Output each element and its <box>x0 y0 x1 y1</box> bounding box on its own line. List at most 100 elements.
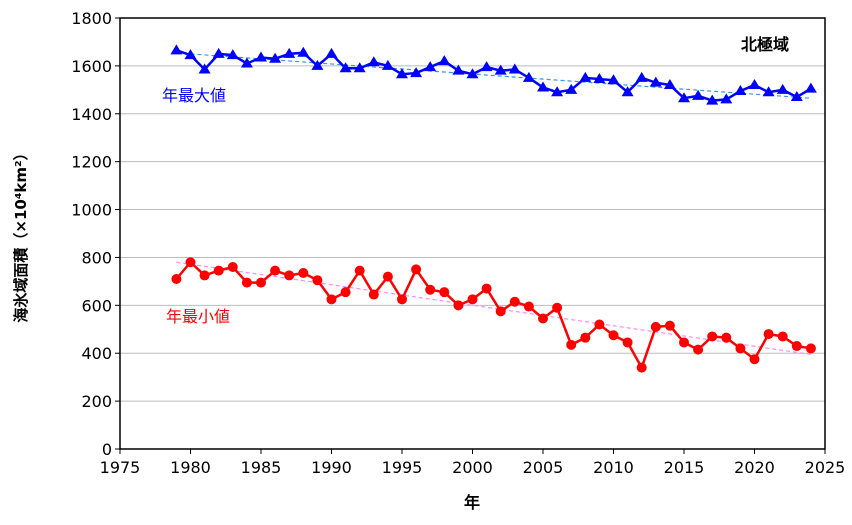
data-point <box>693 344 704 355</box>
x-tick-label: 1990 <box>311 458 352 477</box>
y-tick-label: 0 <box>102 440 112 459</box>
x-tick-label: 2020 <box>734 458 775 477</box>
data-point <box>438 55 451 66</box>
data-point <box>579 71 592 82</box>
data-point <box>649 76 662 87</box>
data-point <box>537 81 549 92</box>
data-point <box>326 294 337 305</box>
y-tick-label: 600 <box>81 296 112 315</box>
legend-min-label: 年最小値 <box>166 307 230 326</box>
data-point <box>381 59 394 70</box>
y-tick-label: 1000 <box>71 201 112 220</box>
data-point <box>522 71 535 82</box>
data-point <box>804 82 817 93</box>
data-point <box>734 85 747 96</box>
data-point <box>749 354 760 365</box>
data-point <box>256 277 266 288</box>
data-point <box>453 300 464 311</box>
data-point <box>678 92 690 103</box>
data-point <box>551 86 564 97</box>
data-point <box>425 284 436 295</box>
data-point <box>325 47 338 58</box>
data-point <box>664 320 675 331</box>
data-point <box>635 71 648 82</box>
data-point <box>199 270 210 281</box>
data-point <box>650 321 661 332</box>
data-point <box>762 86 775 97</box>
data-point <box>508 63 521 74</box>
y-tick-label: 1400 <box>71 105 112 124</box>
data-point <box>790 91 803 102</box>
y-tick-label: 1800 <box>71 9 112 28</box>
data-point <box>212 47 225 58</box>
data-point <box>171 273 182 284</box>
data-point <box>494 64 507 75</box>
data-point <box>480 61 493 72</box>
data-point <box>339 62 352 73</box>
data-point <box>791 341 802 352</box>
data-point <box>495 306 506 317</box>
data-point <box>241 277 252 288</box>
plot-frame <box>119 17 826 450</box>
data-point <box>663 79 676 90</box>
data-point <box>776 83 789 94</box>
data-point <box>466 68 479 79</box>
data-point <box>424 61 437 72</box>
data-point <box>227 262 238 273</box>
series-line <box>175 49 812 102</box>
data-point <box>679 337 689 348</box>
data-point <box>777 331 788 342</box>
data-point <box>340 287 351 298</box>
data-point <box>805 343 816 354</box>
data-point <box>283 47 296 58</box>
data-point <box>240 57 253 68</box>
data-point <box>566 339 577 350</box>
data-point <box>368 289 379 300</box>
y-axis-label: 海氷域面積（×10⁴km²） <box>12 145 30 322</box>
data-point <box>269 52 282 63</box>
y-tick-label: 800 <box>81 248 112 267</box>
data-point <box>621 86 634 97</box>
data-point <box>213 265 224 276</box>
data-point <box>439 287 450 298</box>
data-point <box>270 265 281 276</box>
data-point <box>311 59 324 70</box>
data-point <box>298 268 309 279</box>
data-point <box>636 362 647 373</box>
y-tick-label: 1200 <box>71 153 112 172</box>
data-point <box>467 294 478 305</box>
x-tick-label: 1995 <box>382 458 423 477</box>
data-point <box>608 330 619 341</box>
data-point <box>198 63 211 74</box>
data-point <box>593 73 606 84</box>
series-line <box>175 260 812 371</box>
data-point <box>523 301 534 312</box>
trend-line <box>176 261 811 356</box>
data-point <box>411 264 422 275</box>
data-point <box>297 46 310 57</box>
x-tick-label: 2000 <box>452 458 493 477</box>
series <box>170 44 817 373</box>
data-point <box>170 44 183 55</box>
data-point <box>607 74 620 85</box>
trend-lines <box>176 53 811 356</box>
data-point <box>707 331 718 342</box>
data-point <box>354 265 365 276</box>
chart-title: 北極域 <box>741 35 789 54</box>
data-point <box>481 283 492 294</box>
data-point <box>552 302 563 313</box>
grid <box>120 65 825 402</box>
x-tick-label: 2010 <box>593 458 634 477</box>
data-point <box>748 79 761 90</box>
x-tick-label: 1985 <box>241 458 282 477</box>
data-point <box>284 270 295 281</box>
legend-max-label: 年最大値 <box>162 86 226 105</box>
data-point <box>312 275 323 286</box>
data-point <box>353 62 366 73</box>
data-point <box>509 296 520 307</box>
data-point <box>594 319 605 330</box>
data-point <box>452 64 465 75</box>
data-point <box>692 89 705 100</box>
y-tick-label: 1600 <box>71 57 112 76</box>
